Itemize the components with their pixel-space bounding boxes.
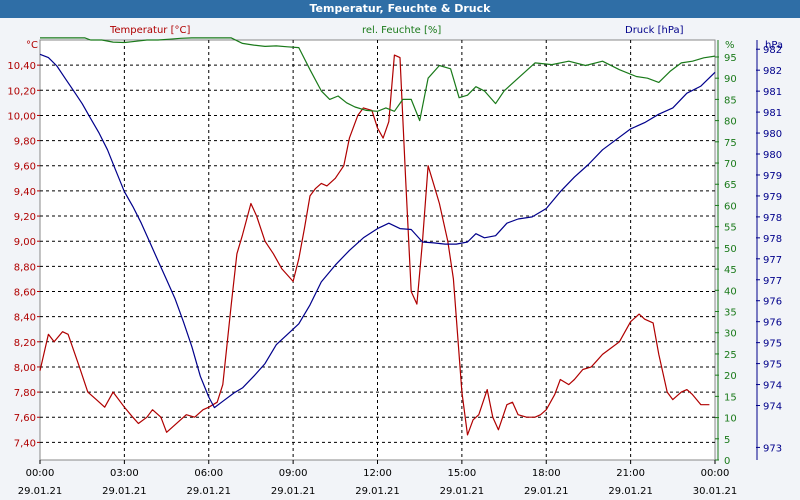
x-tick-date: 29.01.21 bbox=[608, 486, 653, 497]
x-tick-date: 29.01.21 bbox=[271, 486, 316, 497]
x-tick-date: 29.01.21 bbox=[524, 486, 569, 497]
x-tick-time: 03:00 bbox=[110, 468, 139, 479]
x-tick-date: 29.01.21 bbox=[355, 486, 400, 497]
x-tick-time: 06:00 bbox=[194, 468, 223, 479]
humidity-tick-label: 60 bbox=[724, 201, 737, 212]
humidity-tick-label: 30 bbox=[724, 329, 737, 340]
temp-tick-label: 9,20 bbox=[14, 212, 36, 223]
temp-tick-label: 8,00 bbox=[14, 363, 36, 374]
x-tick-date: 29.01.21 bbox=[440, 486, 485, 497]
x-tick-time: 15:00 bbox=[447, 468, 476, 479]
temp-tick-label: 9,40 bbox=[14, 187, 36, 198]
humidity-tick-label: 40 bbox=[724, 286, 737, 297]
x-tick-time: 18:00 bbox=[532, 468, 561, 479]
x-tick-date: 30.01.21 bbox=[693, 486, 738, 497]
pressure-tick-label: 974 bbox=[763, 402, 782, 413]
x-tick-date: 29.01.21 bbox=[186, 486, 231, 497]
temp-tick-label: 10,20 bbox=[7, 86, 36, 97]
x-tick-time: 00:00 bbox=[701, 468, 730, 479]
x-tick-time: 21:00 bbox=[616, 468, 645, 479]
title-bar bbox=[0, 0, 800, 18]
humidity-tick-label: 55 bbox=[724, 223, 737, 234]
humidity-tick-label: 65 bbox=[724, 180, 737, 191]
humidity-tick-label: 20 bbox=[724, 371, 737, 382]
axes-layer: 00:00 29.01.21 03:00 29.01.21 06:00 29.01.21 0… bbox=[7, 40, 782, 497]
pressure-tick-label: 981 bbox=[763, 108, 782, 119]
humidity-tick-label: 95 bbox=[724, 53, 737, 64]
humidity-tick-label: 80 bbox=[724, 117, 737, 128]
temp-tick-label: 9,80 bbox=[14, 137, 36, 148]
temp-tick-label: 9,60 bbox=[14, 162, 36, 173]
humidity-tick-label: 70 bbox=[724, 159, 737, 170]
temp-tick-label: 10,00 bbox=[7, 111, 36, 122]
pressure-tick-label: 982 bbox=[763, 45, 782, 56]
humidity-tick-label: 15 bbox=[724, 392, 737, 403]
temp-tick-label: 7,80 bbox=[14, 388, 36, 399]
pressure-tick-label: 980 bbox=[763, 129, 782, 140]
temp-unit-label: °C bbox=[26, 40, 38, 51]
pressure-tick-label: 976 bbox=[763, 297, 782, 308]
temp-tick-label: 8,40 bbox=[14, 313, 36, 324]
pressure-line bbox=[39, 53, 716, 409]
series-layer bbox=[39, 37, 716, 436]
temp-tick-label: 7,60 bbox=[14, 413, 36, 424]
humidity-tick-label: 10 bbox=[724, 414, 737, 425]
temp-tick-label: 9,00 bbox=[14, 237, 36, 248]
humidity-tick-label: 90 bbox=[724, 74, 737, 85]
temp-tick-label: 8,60 bbox=[14, 287, 36, 298]
humidity-tick-label: 85 bbox=[724, 95, 737, 106]
humidity-tick-label: 0 bbox=[724, 456, 730, 467]
temp-axis-label: Temperatur [°C] bbox=[109, 25, 190, 36]
humidity-tick-label: 35 bbox=[724, 308, 737, 319]
chart-title: Temperatur, Feuchte & Druck bbox=[309, 2, 491, 15]
pressure-tick-label: 975 bbox=[763, 360, 782, 371]
pressure-tick-label: 974 bbox=[763, 381, 782, 392]
humidity-axis-label: rel. Feuchte [%] bbox=[362, 25, 441, 36]
pressure-tick-label: 981 bbox=[763, 87, 782, 98]
pressure-tick-label: 980 bbox=[763, 150, 782, 161]
humidity-unit-label: % bbox=[725, 40, 735, 51]
humidity-tick-label: 50 bbox=[724, 244, 737, 255]
humidity-tick-label: 45 bbox=[724, 265, 737, 276]
x-tick-date: 29.01.21 bbox=[18, 486, 63, 497]
pressure-unit-label: hPa bbox=[765, 40, 783, 51]
temp-tick-label: 7,40 bbox=[14, 438, 36, 449]
humidity-tick-label: 5 bbox=[724, 435, 730, 446]
x-tick-time: 12:00 bbox=[363, 468, 392, 479]
pressure-tick-label: 978 bbox=[763, 213, 782, 224]
pressure-tick-label: 979 bbox=[763, 192, 782, 203]
pressure-tick-label: 976 bbox=[763, 318, 782, 329]
humidity-tick-label: 75 bbox=[724, 138, 737, 149]
pressure-tick-label: 982 bbox=[763, 66, 782, 77]
pressure-tick-label: 975 bbox=[763, 339, 782, 350]
pressure-axis-label: Druck [hPa] bbox=[625, 25, 684, 36]
x-tick-time: 09:00 bbox=[279, 468, 308, 479]
temp-tick-label: 10,40 bbox=[7, 61, 36, 72]
pressure-tick-label: 973 bbox=[763, 443, 782, 454]
pressure-tick-label: 977 bbox=[763, 276, 782, 287]
humidity-line bbox=[40, 37, 716, 122]
x-tick-time: 00:00 bbox=[26, 468, 55, 479]
temp-tick-label: 8,20 bbox=[14, 338, 36, 349]
pressure-tick-label: 978 bbox=[763, 234, 782, 245]
humidity-tick-label: 25 bbox=[724, 350, 737, 361]
pressure-tick-label: 977 bbox=[763, 255, 782, 266]
pressure-tick-label: 979 bbox=[763, 171, 782, 182]
x-tick-date: 29.01.21 bbox=[102, 486, 147, 497]
temperature-line bbox=[39, 54, 710, 436]
temp-tick-label: 8,80 bbox=[14, 262, 36, 273]
grid bbox=[40, 40, 715, 460]
